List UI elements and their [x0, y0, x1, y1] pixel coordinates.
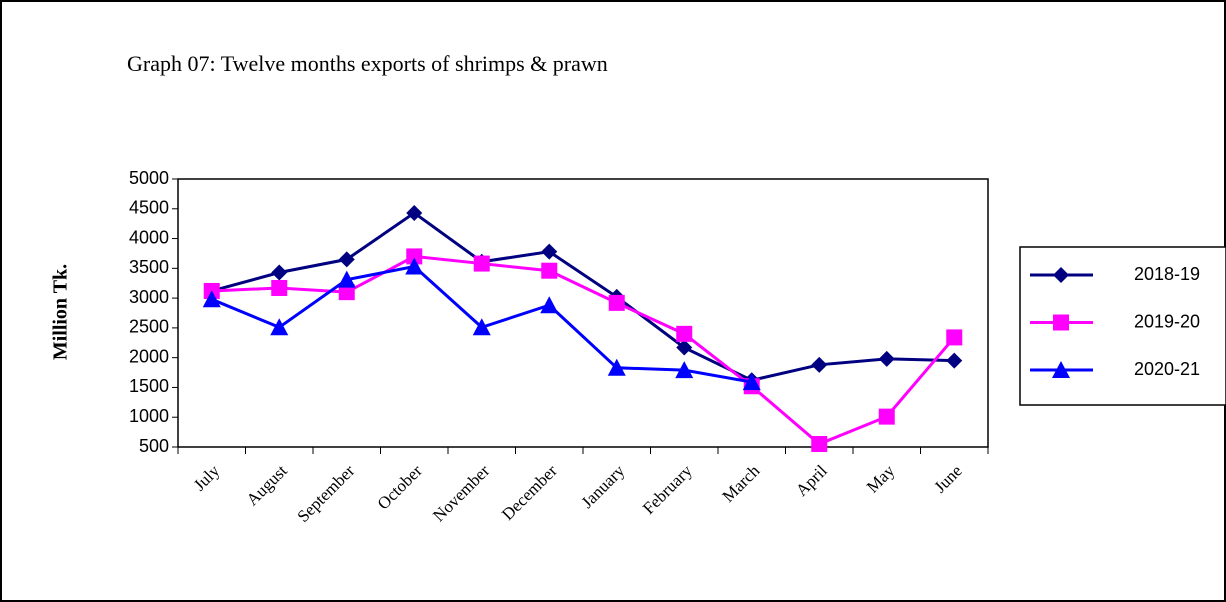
legend-marker	[1053, 267, 1069, 283]
point	[607, 358, 626, 376]
point	[676, 339, 693, 356]
series-line	[211, 254, 956, 446]
point	[946, 329, 963, 346]
legend-marker	[1053, 314, 1069, 331]
y-tick-label: 2500	[129, 317, 169, 337]
point	[878, 350, 895, 367]
point	[271, 264, 288, 281]
point	[675, 361, 694, 379]
y-tick-label: 1500	[129, 376, 169, 396]
point	[473, 255, 490, 272]
legend-marker	[1052, 361, 1070, 378]
y-tick-label: 3000	[129, 287, 169, 307]
y-tick-label: 5000	[129, 168, 169, 188]
point	[946, 352, 963, 369]
y-tick-label: 1000	[129, 406, 169, 426]
legend-label: 2020-21	[1134, 359, 1200, 379]
y-tick-label: 500	[139, 436, 169, 456]
point	[338, 284, 355, 301]
point	[540, 296, 559, 314]
point	[742, 373, 761, 391]
point	[676, 325, 693, 342]
point	[541, 243, 558, 260]
y-tick-label: 3500	[129, 257, 169, 277]
point	[202, 290, 221, 308]
series-line	[211, 211, 955, 382]
y-tick-label: 4500	[129, 198, 169, 218]
legend-label: 2018-19	[1134, 264, 1200, 284]
point	[608, 294, 625, 311]
point	[406, 248, 423, 265]
point	[811, 436, 828, 453]
point	[271, 279, 288, 296]
point	[338, 251, 355, 268]
point	[811, 356, 828, 373]
y-tick-label: 4000	[129, 227, 169, 247]
point	[472, 318, 491, 336]
point	[270, 318, 289, 336]
y-axis-label: Million Tk.	[50, 264, 72, 360]
y-tick-label: 2000	[129, 346, 169, 366]
legend-label: 2019-20	[1134, 311, 1200, 331]
point	[878, 408, 895, 425]
point	[541, 262, 558, 279]
point	[406, 204, 423, 221]
point	[337, 270, 356, 288]
point	[405, 257, 424, 275]
chart-title: Graph 07: Twelve months exports of shrim…	[127, 51, 608, 76]
